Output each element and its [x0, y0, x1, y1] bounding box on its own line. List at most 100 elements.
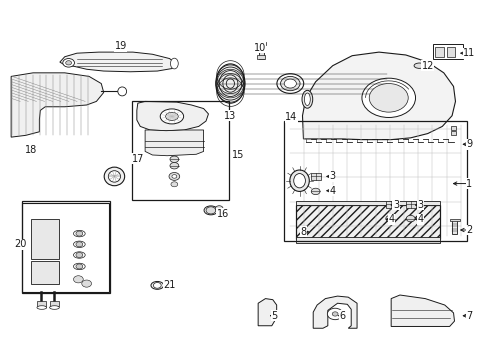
Bar — [284, 121, 466, 241]
Ellipse shape — [281, 76, 300, 91]
Circle shape — [169, 172, 180, 180]
Circle shape — [76, 252, 83, 257]
Bar — [296, 205, 440, 239]
Circle shape — [171, 182, 178, 187]
Circle shape — [170, 156, 179, 162]
Ellipse shape — [37, 306, 47, 309]
Bar — [259, 44, 264, 59]
Bar — [30, 219, 59, 258]
Ellipse shape — [216, 64, 245, 103]
Text: 2: 2 — [466, 225, 472, 235]
Text: 21: 21 — [163, 280, 176, 291]
Text: 3: 3 — [330, 171, 336, 181]
Circle shape — [63, 59, 74, 67]
Text: 17: 17 — [132, 154, 144, 163]
Ellipse shape — [304, 93, 310, 105]
Ellipse shape — [108, 171, 121, 182]
Text: 3: 3 — [393, 200, 399, 210]
Circle shape — [66, 61, 72, 65]
Circle shape — [332, 312, 338, 316]
Bar — [296, 237, 440, 243]
Ellipse shape — [160, 109, 184, 124]
Text: 6: 6 — [340, 311, 345, 321]
Text: 18: 18 — [24, 145, 37, 155]
Text: 11: 11 — [463, 48, 475, 58]
Polygon shape — [11, 73, 104, 137]
Polygon shape — [60, 52, 177, 72]
Polygon shape — [137, 102, 208, 131]
Text: 10: 10 — [253, 43, 266, 53]
Text: 3: 3 — [417, 200, 423, 210]
Polygon shape — [258, 298, 277, 326]
Ellipse shape — [284, 79, 296, 88]
Bar — [22, 203, 109, 292]
Text: 15: 15 — [231, 150, 244, 160]
Ellipse shape — [277, 74, 304, 93]
Text: 1: 1 — [466, 179, 472, 189]
Ellipse shape — [118, 87, 126, 96]
Text: 16: 16 — [217, 209, 229, 219]
Ellipse shape — [171, 58, 178, 69]
Circle shape — [74, 276, 83, 283]
Circle shape — [386, 215, 394, 222]
Bar — [296, 201, 440, 205]
Bar — [37, 301, 46, 306]
Polygon shape — [302, 52, 456, 140]
Text: 8: 8 — [300, 227, 307, 237]
Bar — [22, 202, 110, 293]
Circle shape — [153, 283, 161, 288]
Ellipse shape — [49, 306, 59, 309]
Text: 9: 9 — [466, 139, 472, 149]
Bar — [257, 55, 266, 59]
Bar — [435, 47, 444, 57]
Polygon shape — [391, 295, 455, 327]
Circle shape — [76, 231, 83, 236]
Bar — [132, 102, 229, 200]
Circle shape — [327, 308, 343, 320]
Circle shape — [311, 188, 320, 195]
Circle shape — [215, 206, 223, 211]
Text: 4: 4 — [388, 214, 394, 224]
Circle shape — [82, 280, 92, 287]
Bar — [256, 42, 266, 45]
Text: 14: 14 — [285, 112, 297, 122]
Circle shape — [406, 215, 415, 222]
Circle shape — [172, 175, 177, 178]
Ellipse shape — [294, 174, 305, 188]
Ellipse shape — [290, 170, 309, 192]
Circle shape — [206, 207, 216, 214]
Bar — [50, 301, 59, 306]
Circle shape — [76, 264, 83, 269]
Ellipse shape — [204, 206, 218, 215]
Ellipse shape — [74, 252, 85, 258]
Text: 19: 19 — [115, 41, 127, 51]
Bar — [452, 220, 458, 234]
Text: 7: 7 — [466, 311, 472, 321]
Ellipse shape — [369, 84, 408, 112]
Polygon shape — [145, 130, 203, 156]
Bar — [296, 205, 440, 239]
Bar — [311, 173, 320, 180]
Text: 13: 13 — [224, 111, 237, 121]
Ellipse shape — [302, 90, 313, 108]
Text: 4: 4 — [330, 186, 336, 196]
Bar — [406, 201, 416, 208]
Bar — [451, 131, 457, 135]
Ellipse shape — [74, 263, 85, 270]
Polygon shape — [313, 296, 357, 328]
Bar — [447, 47, 456, 57]
Ellipse shape — [414, 63, 425, 68]
Circle shape — [76, 242, 83, 247]
Text: 5: 5 — [271, 311, 277, 321]
Text: 20: 20 — [15, 239, 27, 249]
Ellipse shape — [74, 230, 85, 237]
Text: 12: 12 — [421, 61, 434, 71]
Ellipse shape — [74, 241, 85, 248]
Bar — [451, 126, 457, 130]
Circle shape — [170, 162, 179, 169]
Ellipse shape — [362, 78, 416, 117]
Text: 4: 4 — [417, 214, 423, 224]
Ellipse shape — [104, 167, 124, 186]
Bar — [450, 219, 460, 221]
Ellipse shape — [151, 282, 164, 289]
